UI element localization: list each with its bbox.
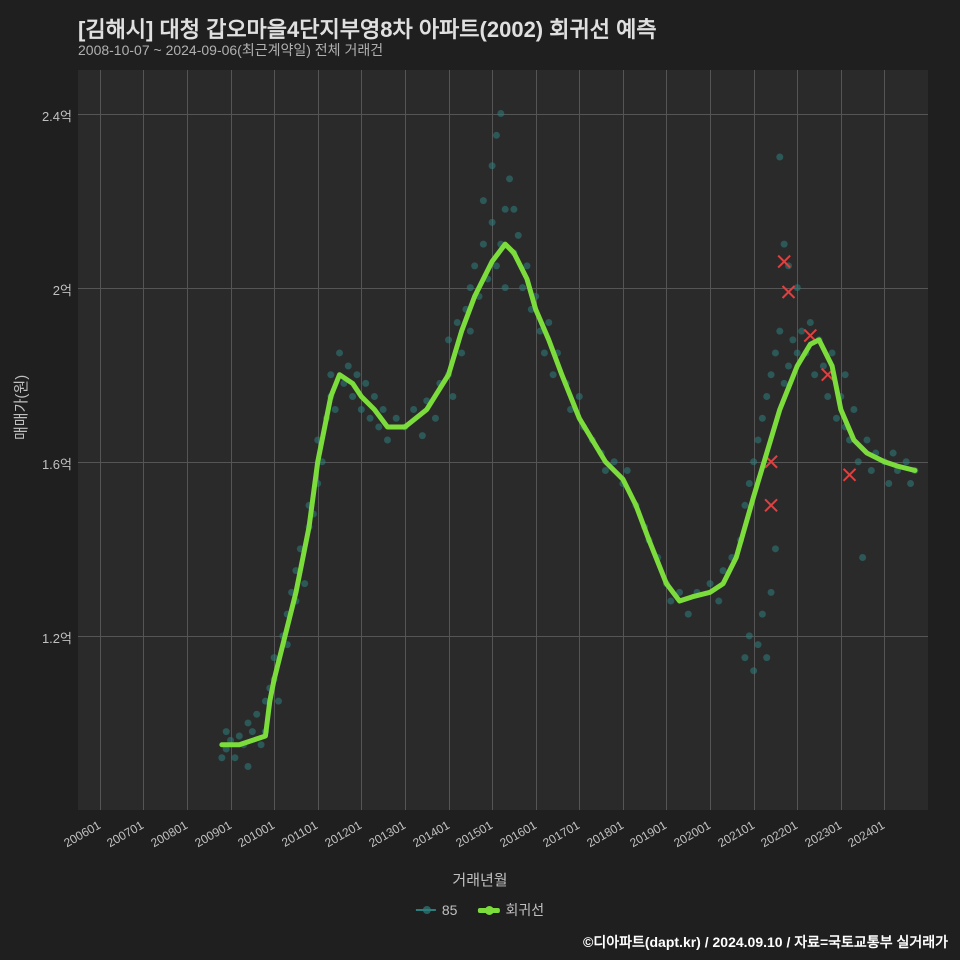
x-tick: 201001 [236,818,278,850]
chart-subtitle: 2008-10-07 ~ 2024-09-06(최근계약일) 전체 거래건 [78,40,383,60]
cross-markers [765,256,855,512]
x-tick: 201701 [541,818,583,850]
x-tick: 200701 [105,818,147,850]
y-tick: 2억 [12,280,72,299]
legend-item-scatter: 85 [416,902,458,918]
legend-scatter-icon [416,909,436,911]
x-tick: 202201 [759,818,801,850]
y-tick: 1.2억 [12,628,72,647]
y-tick: 1.6억 [12,454,72,473]
x-tick: 202101 [715,818,757,850]
credit-text: ©디아파트(dapt.kr) / 2024.09.10 / 자료=국토교통부 실… [583,932,948,952]
legend: 85 회귀선 [416,900,544,920]
chart-svg [78,70,928,810]
legend-scatter-label: 85 [442,902,458,918]
x-tick: 200601 [61,818,103,850]
x-axis-label: 거래년월 [452,869,507,890]
x-tick: 202301 [802,818,844,850]
y-tick: 2.4억 [12,106,72,125]
y-axis-label: 매매가(원) [10,375,31,440]
x-tick: 201901 [628,818,670,850]
x-tick: 201601 [497,818,539,850]
legend-line-icon [477,908,499,913]
x-tick: 201801 [584,818,626,850]
x-tick: 202001 [671,818,713,850]
x-tick: 200901 [192,818,234,850]
x-tick: 201201 [323,818,365,850]
x-tick: 200801 [148,818,190,850]
x-tick: 201501 [453,818,495,850]
x-tick: 201401 [410,818,452,850]
x-tick: 201301 [366,818,408,850]
legend-line-label: 회귀선 [505,900,544,920]
x-tick: 202401 [846,818,888,850]
x-tick: 201101 [279,818,320,850]
legend-item-line: 회귀선 [477,900,544,920]
